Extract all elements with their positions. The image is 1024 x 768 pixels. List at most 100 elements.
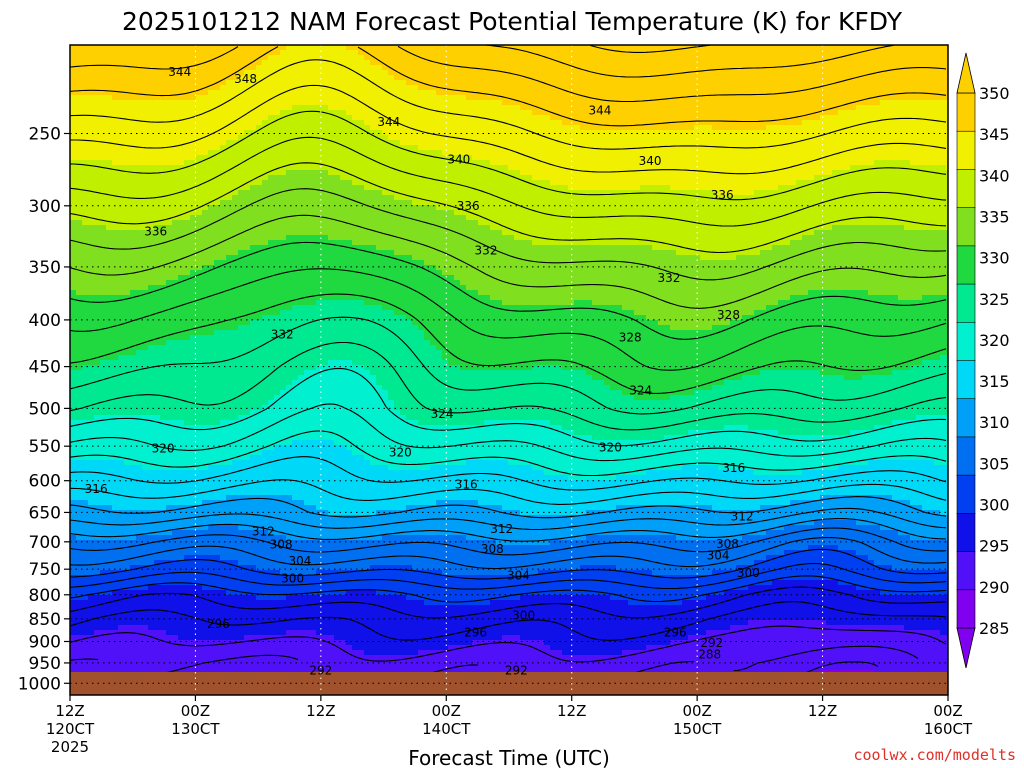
field-cell: [94, 445, 101, 451]
field-cell: [250, 645, 257, 651]
field-cell: [250, 605, 257, 611]
field-cell: [82, 360, 89, 366]
field-cell: [184, 310, 191, 316]
field-cell: [142, 250, 149, 256]
field-cell: [154, 375, 161, 381]
field-cell: [124, 155, 131, 161]
field-cell: [172, 425, 179, 431]
field-cell: [178, 285, 185, 291]
field-cell: [202, 230, 209, 236]
field-cell: [280, 330, 287, 336]
field-cell: [94, 85, 101, 91]
field-cell: [208, 110, 215, 116]
field-cell: [268, 235, 275, 241]
field-cell: [130, 430, 137, 436]
field-cell: [136, 400, 143, 406]
field-cell: [160, 485, 167, 491]
field-cell: [172, 600, 179, 606]
field-cell: [142, 210, 149, 216]
field-cell: [262, 475, 269, 481]
field-cell: [142, 570, 149, 576]
field-cell: [292, 230, 299, 236]
field-cell: [76, 470, 83, 476]
field-cell: [118, 625, 125, 631]
field-cell: [148, 395, 155, 401]
field-cell: [226, 595, 233, 601]
field-cell: [106, 175, 113, 181]
field-cell: [286, 385, 293, 391]
field-cell: [190, 65, 197, 71]
field-cell: [166, 345, 173, 351]
field-cell: [256, 665, 263, 671]
field-cell: [136, 360, 143, 366]
field-cell: [160, 400, 167, 406]
field-cell: [148, 430, 155, 436]
field-cell: [124, 260, 131, 266]
field-cell: [286, 530, 293, 536]
field-cell: [184, 495, 191, 501]
field-cell: [76, 625, 83, 631]
field-cell: [106, 60, 113, 66]
field-cell: [94, 655, 101, 661]
field-cell: [238, 610, 245, 616]
field-cell: [178, 540, 185, 546]
field-cell: [298, 145, 305, 151]
field-cell: [292, 425, 299, 431]
field-cell: [118, 95, 125, 101]
field-cell: [244, 275, 251, 281]
field-cell: [256, 475, 263, 481]
field-cell: [190, 475, 197, 481]
field-cell: [118, 110, 125, 116]
field-cell: [100, 255, 107, 261]
field-cell: [82, 75, 89, 81]
field-cell: [280, 205, 287, 211]
field-cell: [196, 605, 203, 611]
field-cell: [268, 535, 275, 541]
field-cell: [88, 265, 95, 271]
field-cell: [220, 250, 227, 256]
field-cell: [136, 450, 143, 456]
field-cell: [136, 350, 143, 356]
field-cell: [112, 45, 119, 51]
field-cell: [262, 480, 269, 486]
field-cell: [100, 565, 107, 571]
field-cell: [100, 440, 107, 446]
field-cell: [88, 600, 95, 606]
field-cell: [142, 275, 149, 281]
field-cell: [268, 300, 275, 306]
field-cell: [172, 145, 179, 151]
field-cell: [160, 550, 167, 556]
field-cell: [226, 215, 233, 221]
field-cell: [82, 130, 89, 136]
field-cell: [112, 70, 119, 76]
field-cell: [232, 485, 239, 491]
field-cell: [124, 625, 131, 631]
field-cell: [160, 565, 167, 571]
field-cell: [76, 190, 83, 196]
field-cell: [262, 405, 269, 411]
field-cell: [112, 365, 119, 371]
field-cell: [82, 545, 89, 551]
field-cell: [244, 650, 251, 656]
field-cell: [202, 455, 209, 461]
field-cell: [184, 100, 191, 106]
field-cell: [142, 95, 149, 101]
field-cell: [130, 640, 137, 646]
field-cell: [202, 145, 209, 151]
field-cell: [220, 80, 227, 86]
field-cell: [232, 230, 239, 236]
field-cell: [154, 165, 161, 171]
field-cell: [274, 540, 281, 546]
field-cell: [208, 105, 215, 111]
field-cell: [154, 150, 161, 156]
field-cell: [274, 410, 281, 416]
field-cell: [190, 530, 197, 536]
field-cell: [94, 430, 101, 436]
field-cell: [172, 625, 179, 631]
field-cell: [172, 365, 179, 371]
field-cell: [244, 460, 251, 466]
field-cell: [136, 485, 143, 491]
field-cell: [226, 90, 233, 96]
field-cell: [130, 345, 137, 351]
field-cell: [172, 540, 179, 546]
